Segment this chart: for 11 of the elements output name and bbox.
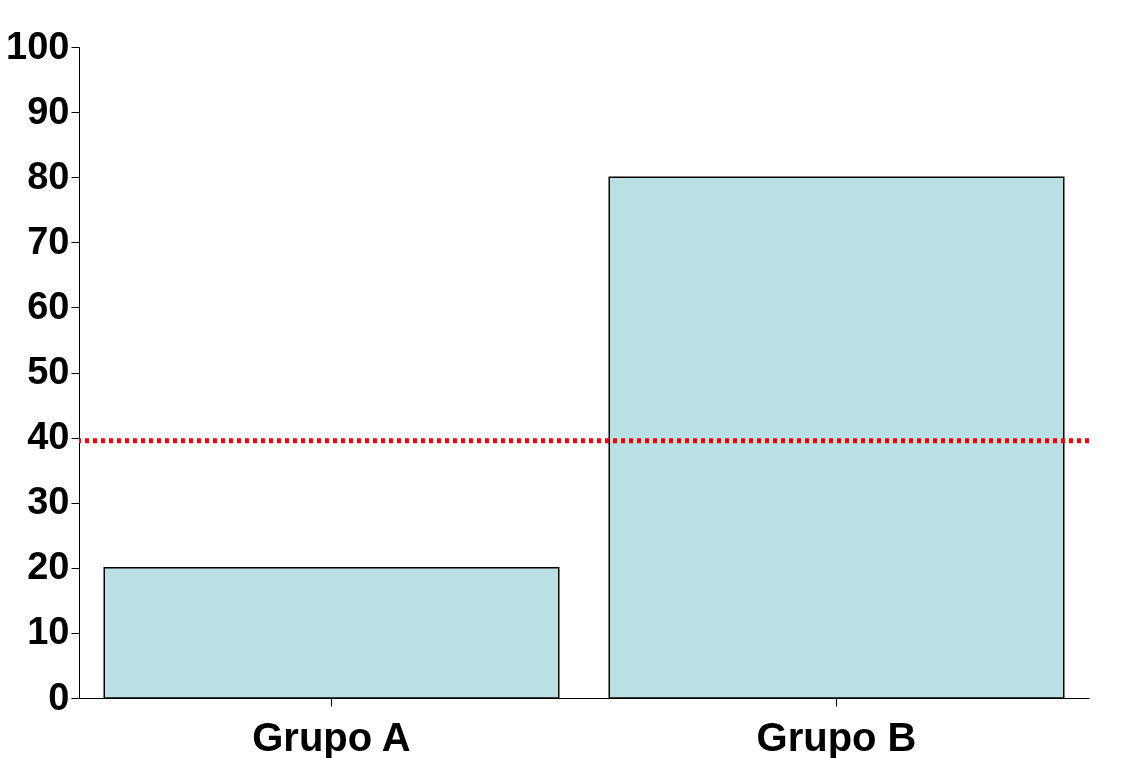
y-tick-label: 20 [27,545,70,588]
y-tick-label: 30 [27,480,70,523]
y-tick-label: 90 [27,89,70,132]
y-tick-label: 10 [27,610,70,653]
y-tick-label: 60 [27,284,70,327]
y-tick-label: 40 [27,415,70,458]
y-tick-label: 0 [48,675,70,718]
y-tick-label: 70 [27,219,70,262]
y-tick-label: 100 [6,24,70,67]
y-tick-label: 80 [27,154,70,197]
y-tick-label: 50 [27,350,70,392]
